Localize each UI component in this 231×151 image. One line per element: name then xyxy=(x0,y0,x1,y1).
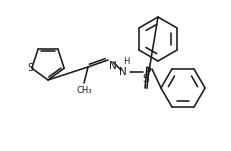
Text: H: H xyxy=(122,57,129,66)
Text: S: S xyxy=(28,63,34,73)
Text: N: N xyxy=(109,61,116,71)
Text: S: S xyxy=(142,74,149,84)
Text: P: P xyxy=(144,67,151,77)
Text: CH₃: CH₃ xyxy=(76,86,91,95)
Text: N: N xyxy=(119,67,126,77)
